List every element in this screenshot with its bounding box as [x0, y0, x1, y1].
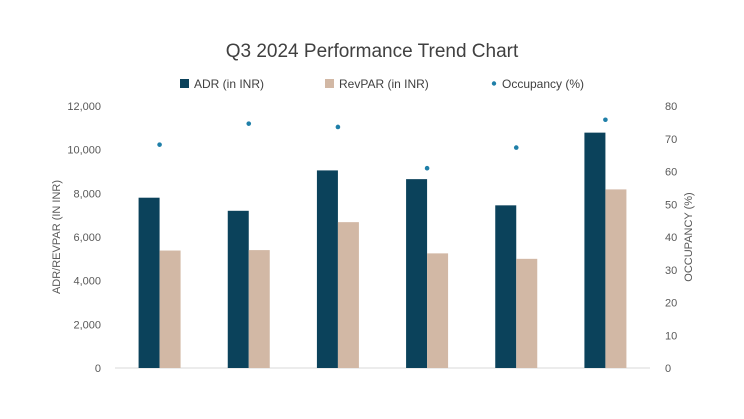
point-occupancy: [424, 165, 430, 171]
y-tick-label: 2,000: [73, 319, 101, 331]
y2-tick-label: 60: [665, 167, 677, 179]
y2-tick-label: 30: [665, 265, 677, 277]
y-tick-label: 12,000: [67, 101, 101, 113]
bar-adr: [227, 210, 249, 368]
legend-swatch-revpar: [325, 79, 334, 88]
y2-tick-label: 70: [665, 134, 677, 146]
legend-marker-occupancy: [491, 81, 497, 86]
y-tick-label: 10,000: [67, 145, 101, 157]
point-occupancy: [157, 142, 162, 147]
bar-revpar: [159, 250, 181, 368]
bar-marks: [138, 132, 627, 368]
bar-adr: [495, 205, 517, 368]
legend-label-adr: ADR (in INR): [194, 77, 264, 91]
y2-tick-label: 10: [665, 330, 677, 342]
legend-label-occupancy: Occupancy (%): [502, 77, 584, 91]
occupancy-points: [157, 117, 608, 171]
y-axis-ticks: 0 2,000 4,000 6,000 8,000 10,000 12,000: [67, 101, 101, 375]
y2-axis-ticks: 0 10 20 30 40 50 60 70 80: [665, 101, 677, 375]
point-occupancy: [335, 124, 341, 130]
chart-title: Q3 2024 Performance Trend Chart: [226, 41, 519, 62]
y-tick-label: 4,000: [73, 276, 101, 288]
y-tick-label: 6,000: [73, 232, 101, 244]
bar-revpar: [337, 222, 359, 368]
legend-label-revpar: RevPAR (in INR): [339, 77, 429, 91]
y-axis-title: ADR/REVPAR (IN INR): [51, 180, 63, 294]
y2-tick-label: 0: [665, 363, 671, 375]
bar-revpar: [248, 250, 270, 368]
bar-revpar: [427, 253, 449, 368]
legend-swatch-adr: [180, 79, 189, 88]
point-occupancy: [603, 117, 608, 123]
y2-tick-label: 50: [665, 199, 677, 211]
point-occupancy: [513, 145, 519, 150]
legend: ADR (in INR) RevPAR (in INR) Occupancy (…: [180, 77, 584, 91]
bar-revpar: [516, 258, 538, 368]
y-tick-label: 0: [95, 363, 101, 375]
bar-adr: [316, 170, 338, 368]
bar-adr: [584, 132, 606, 368]
bar-revpar: [605, 189, 627, 368]
point-occupancy: [246, 121, 252, 126]
bar-adr: [138, 197, 160, 368]
y2-axis-title: OCCUPANCY (%): [683, 192, 695, 281]
y2-tick-label: 20: [665, 298, 677, 310]
y-tick-label: 8,000: [73, 188, 101, 200]
y2-tick-label: 80: [665, 101, 677, 113]
bar-adr: [406, 179, 428, 368]
y2-tick-label: 40: [665, 232, 677, 244]
